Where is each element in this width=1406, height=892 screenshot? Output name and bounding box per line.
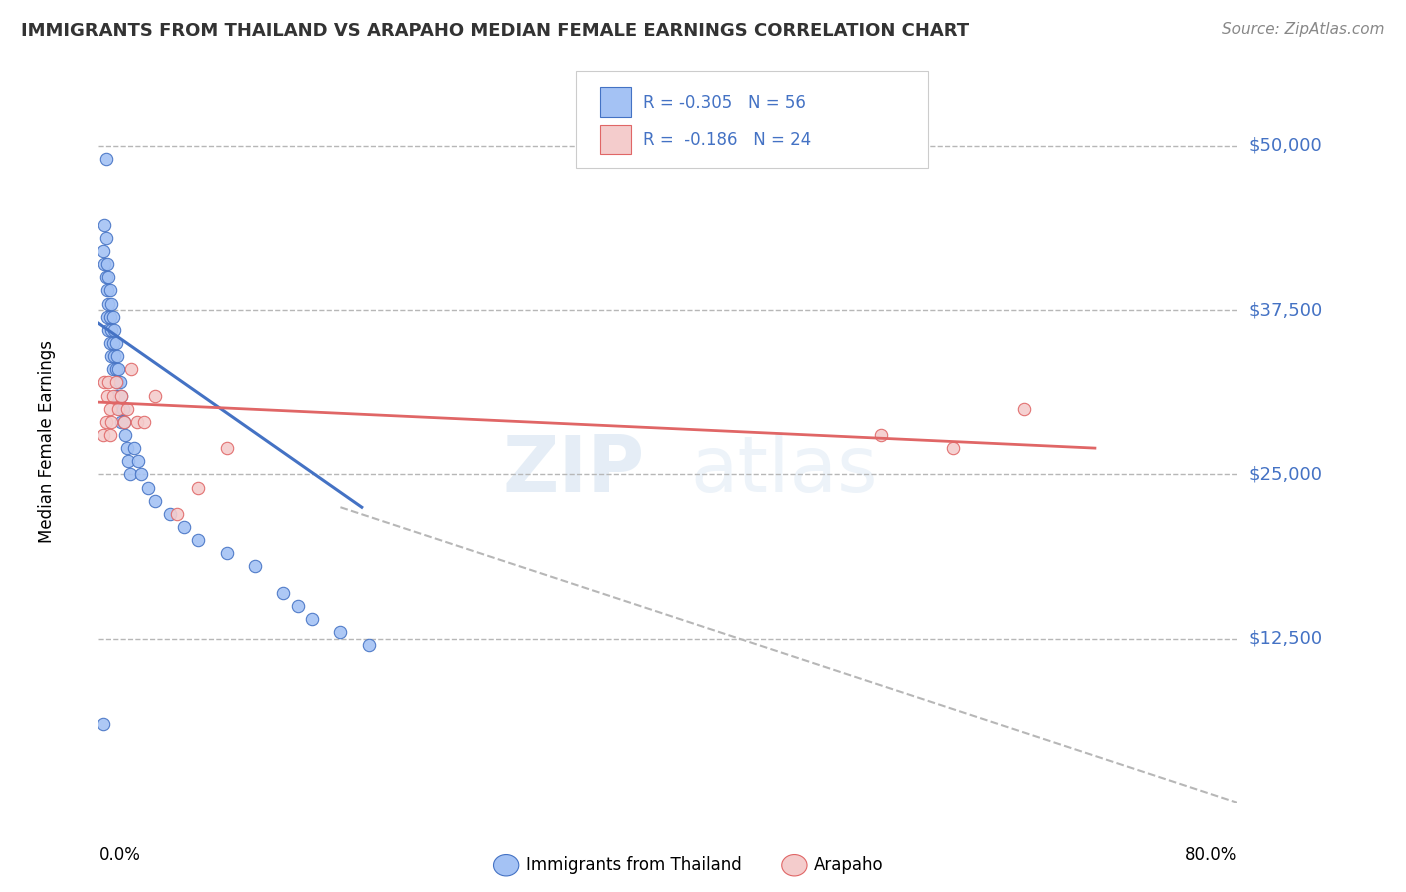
Point xyxy=(96,284,118,298)
Point xyxy=(107,401,129,416)
Point xyxy=(91,244,114,258)
Point xyxy=(117,454,139,468)
Point xyxy=(96,388,118,402)
Point xyxy=(101,388,124,402)
Point xyxy=(108,376,131,390)
Point xyxy=(112,415,135,429)
Point xyxy=(98,284,121,298)
Text: $25,000: $25,000 xyxy=(1249,466,1323,483)
Point xyxy=(145,388,167,402)
Point xyxy=(101,310,124,324)
Point xyxy=(166,507,188,521)
Text: IMMIGRANTS FROM THAILAND VS ARAPAHO MEDIAN FEMALE EARNINGS CORRELATION CHART: IMMIGRANTS FROM THAILAND VS ARAPAHO MEDI… xyxy=(21,22,969,40)
Point xyxy=(97,323,120,337)
Text: $50,000: $50,000 xyxy=(1249,137,1322,155)
Point xyxy=(108,401,131,416)
Point xyxy=(273,585,295,599)
Point xyxy=(942,441,965,455)
Point xyxy=(104,336,127,351)
Point xyxy=(104,376,127,390)
Point xyxy=(129,467,152,482)
Text: 0.0%: 0.0% xyxy=(98,847,141,864)
Point xyxy=(91,717,114,731)
Point xyxy=(187,533,209,547)
Point xyxy=(114,428,136,442)
Text: Median Female Earnings: Median Female Earnings xyxy=(38,340,56,543)
Point xyxy=(136,481,159,495)
Point xyxy=(125,415,148,429)
Point xyxy=(100,349,122,363)
Point xyxy=(101,336,124,351)
Point xyxy=(111,401,134,416)
Text: Immigrants from Thailand: Immigrants from Thailand xyxy=(526,856,741,874)
Point xyxy=(91,428,114,442)
Point xyxy=(94,231,117,245)
Text: atlas: atlas xyxy=(690,433,879,508)
Point xyxy=(120,362,142,376)
Point xyxy=(103,323,125,337)
Text: $37,500: $37,500 xyxy=(1249,301,1323,319)
Point xyxy=(145,493,167,508)
Point xyxy=(243,559,266,574)
Point xyxy=(94,270,117,285)
Point xyxy=(100,296,122,310)
Point xyxy=(104,362,127,376)
Point xyxy=(110,388,132,402)
Point xyxy=(98,428,121,442)
Point xyxy=(94,152,117,166)
Point xyxy=(100,323,122,337)
Point xyxy=(1012,401,1035,416)
Point xyxy=(115,441,138,455)
Point xyxy=(94,415,117,429)
Text: $12,500: $12,500 xyxy=(1249,630,1323,648)
Point xyxy=(96,310,118,324)
Text: ZIP: ZIP xyxy=(503,433,645,508)
Point xyxy=(301,612,323,626)
Point xyxy=(101,362,124,376)
Point xyxy=(93,218,115,232)
Point xyxy=(173,520,195,534)
Text: R =  -0.186   N = 24: R = -0.186 N = 24 xyxy=(643,131,811,149)
Point xyxy=(110,388,132,402)
Point xyxy=(97,376,120,390)
Point xyxy=(105,349,128,363)
Text: Arapaho: Arapaho xyxy=(814,856,884,874)
Point xyxy=(132,415,155,429)
Point xyxy=(103,349,125,363)
Text: 80.0%: 80.0% xyxy=(1185,847,1237,864)
Point xyxy=(107,362,129,376)
Point xyxy=(115,401,138,416)
Point xyxy=(122,441,145,455)
Text: R = -0.305   N = 56: R = -0.305 N = 56 xyxy=(643,94,806,112)
Point xyxy=(93,257,115,271)
Point xyxy=(104,388,127,402)
Point xyxy=(215,546,238,560)
Point xyxy=(105,376,128,390)
Point xyxy=(112,415,135,429)
Point xyxy=(97,296,120,310)
Point xyxy=(100,415,122,429)
Point xyxy=(215,441,238,455)
Point xyxy=(98,336,121,351)
Point xyxy=(118,467,141,482)
Point xyxy=(96,257,118,271)
Point xyxy=(98,401,121,416)
Point xyxy=(93,376,115,390)
Point xyxy=(159,507,181,521)
Point xyxy=(870,428,893,442)
Point xyxy=(127,454,149,468)
Point xyxy=(329,625,352,640)
Point xyxy=(97,270,120,285)
Point xyxy=(187,481,209,495)
Point xyxy=(287,599,309,613)
Point xyxy=(98,310,121,324)
Point xyxy=(110,415,132,429)
Point xyxy=(357,638,380,652)
Point xyxy=(107,388,129,402)
Text: Source: ZipAtlas.com: Source: ZipAtlas.com xyxy=(1222,22,1385,37)
